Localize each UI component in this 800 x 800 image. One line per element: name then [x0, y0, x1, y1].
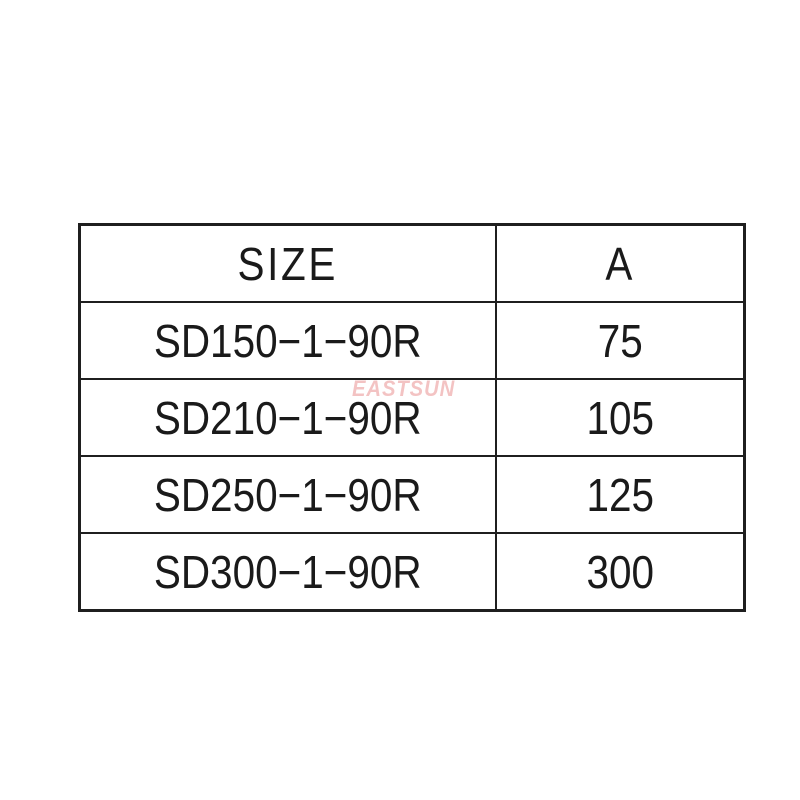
cell-size: SD150−1−90R	[79, 302, 497, 380]
cell-a-value: 125	[585, 468, 654, 521]
cell-a-value: 75	[597, 314, 643, 367]
table-row: SD300−1−90R 300	[79, 533, 745, 611]
cell-a-value: 105	[585, 391, 654, 444]
table-row: SD210−1−90R 105	[79, 379, 745, 457]
table-row: SD150−1−90R 75	[79, 302, 745, 380]
cell-a: 125	[495, 456, 745, 534]
cell-a-value: 300	[585, 545, 654, 598]
cell-size-value: SD210−1−90R	[153, 391, 422, 444]
table-header-row: SIZE A	[79, 224, 745, 303]
cell-size: SD250−1−90R	[79, 456, 497, 534]
column-header-a: A	[495, 224, 745, 303]
table-row: SD250−1−90R 125	[79, 456, 745, 534]
cell-a: 300	[496, 533, 745, 611]
cell-size-value: SD150−1−90R	[153, 314, 422, 367]
cell-a: 105	[495, 379, 745, 457]
column-header-a-label: A	[604, 237, 635, 290]
size-specification-table: SIZE A SD150−1−90R 75 SD210−1−90R	[78, 223, 746, 612]
cell-size-value: SD250−1−90R	[153, 468, 422, 521]
cell-size: SD210−1−90R	[79, 379, 497, 457]
column-header-size-label: SIZE	[237, 237, 339, 290]
cell-size: SD300−1−90R	[79, 533, 497, 611]
column-header-size: SIZE	[79, 224, 497, 303]
cell-a: 75	[495, 302, 745, 380]
cell-size-value: SD300−1−90R	[153, 545, 422, 598]
